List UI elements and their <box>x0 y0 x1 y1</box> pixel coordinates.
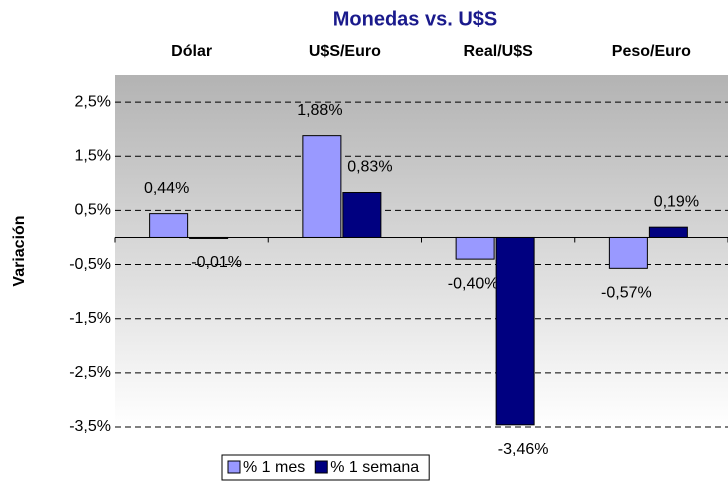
data-label: 1,88% <box>297 102 342 119</box>
data-label: -0,57% <box>601 285 652 302</box>
legend-swatch <box>314 460 328 474</box>
category-label: Peso/Euro <box>612 43 691 60</box>
y-axis-label: Variación <box>11 215 28 286</box>
bar <box>608 236 648 269</box>
y-tick-label: -3,5% <box>69 418 111 435</box>
data-label: -3,46% <box>498 441 549 458</box>
category-label: Real/U$S <box>463 43 533 60</box>
data-label: 0,83% <box>347 159 392 176</box>
bar <box>302 135 342 238</box>
legend-label: % 1 mes <box>243 459 305 476</box>
y-tick-label: -1,5% <box>69 310 111 327</box>
category-label: U$S/Euro <box>309 43 381 60</box>
data-label: 0,19% <box>654 193 699 210</box>
y-tick-label: -0,5% <box>69 256 111 273</box>
bar <box>455 236 495 260</box>
legend: % 1 mes % 1 semana <box>221 454 430 481</box>
bar <box>342 192 382 238</box>
category-label: Dólar <box>171 43 212 60</box>
data-label: -0,01% <box>191 254 242 271</box>
y-tick-label: -2,5% <box>69 364 111 381</box>
data-label: 0,44% <box>144 180 189 197</box>
data-label: -0,40% <box>448 275 499 292</box>
bar <box>149 213 189 238</box>
y-tick-label: 2,5% <box>75 93 111 110</box>
y-tick-label: 0,5% <box>75 202 111 219</box>
legend-label: % 1 semana <box>330 459 419 476</box>
chart-title: Monedas vs. U$S <box>333 8 498 30</box>
bar <box>648 226 688 238</box>
y-tick-label: 1,5% <box>75 147 111 164</box>
legend-swatch <box>227 460 241 474</box>
bar <box>495 236 535 426</box>
